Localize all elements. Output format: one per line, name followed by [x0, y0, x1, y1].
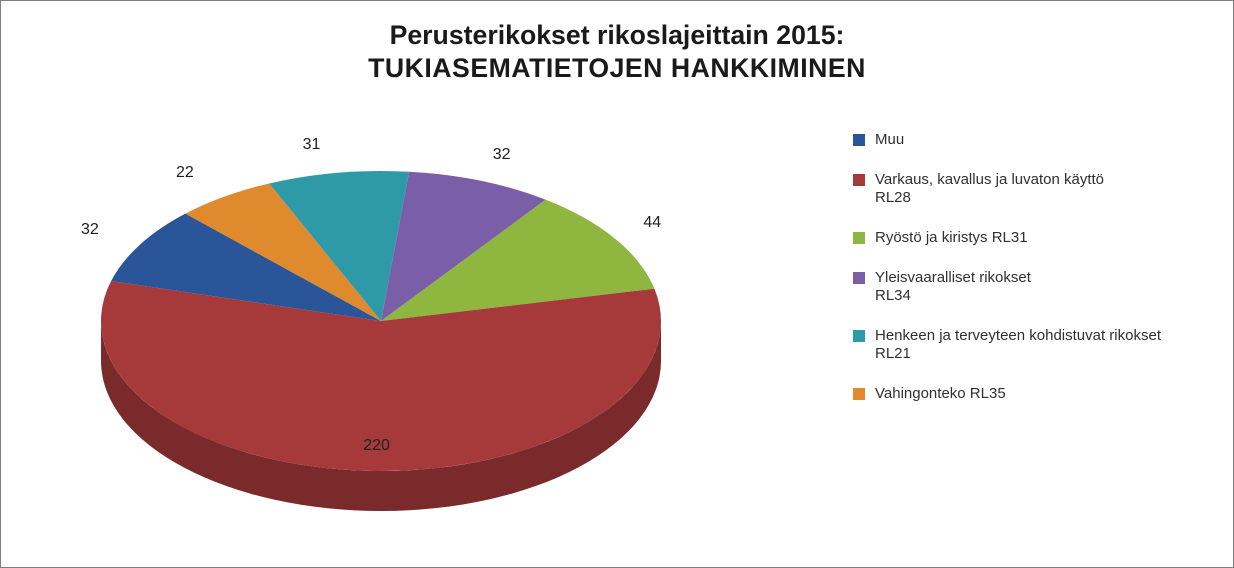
legend-swatch-muu: [853, 134, 865, 146]
legend-label-vahinko: Vahingonteko RL35: [875, 385, 1006, 403]
legend-label-henkeen: Henkeen ja terveyteen kohdistuvat rikoks…: [875, 327, 1161, 363]
data-label-yleis: 32: [493, 146, 511, 164]
data-label-henkeen: 31: [303, 136, 321, 154]
data-label-muu: 32: [81, 221, 99, 239]
pie-svg: [61, 121, 701, 521]
legend-item-muu: Muu: [853, 131, 1193, 149]
legend-item-yleis: Yleisvaaralliset rikoksetRL34: [853, 269, 1193, 305]
legend-swatch-ryosto: [853, 232, 865, 244]
chart-title-line1: Perusterikokset rikoslajeittain 2015:: [1, 19, 1233, 52]
legend-label-ryosto: Ryöstö ja kiristys RL31: [875, 229, 1028, 247]
pie-chart: 44 220 32 22 31 32: [61, 121, 701, 521]
data-label-varkaus: 220: [363, 437, 390, 455]
legend-label-yleis: Yleisvaaralliset rikoksetRL34: [875, 269, 1031, 305]
data-label-ryosto: 44: [643, 214, 661, 232]
legend-swatch-vahinko: [853, 388, 865, 400]
legend-item-varkaus: Varkaus, kavallus ja luvaton käyttöRL28: [853, 171, 1193, 207]
chart-frame: Perusterikokset rikoslajeittain 2015: TU…: [0, 0, 1234, 568]
chart-title: Perusterikokset rikoslajeittain 2015: TU…: [1, 19, 1233, 86]
legend-item-ryosto: Ryöstö ja kiristys RL31: [853, 229, 1193, 247]
legend-item-henkeen: Henkeen ja terveyteen kohdistuvat rikoks…: [853, 327, 1193, 363]
legend-item-vahinko: Vahingonteko RL35: [853, 385, 1193, 403]
legend-swatch-henkeen: [853, 330, 865, 342]
legend-swatch-yleis: [853, 272, 865, 284]
legend-label-muu: Muu: [875, 131, 904, 149]
chart-title-line2: TUKIASEMATIETOJEN HANKKIMINEN: [1, 52, 1233, 85]
legend-label-varkaus: Varkaus, kavallus ja luvaton käyttöRL28: [875, 171, 1104, 207]
legend-swatch-varkaus: [853, 174, 865, 186]
legend: Muu Varkaus, kavallus ja luvaton käyttöRL…: [853, 131, 1193, 425]
data-label-vahinko: 22: [176, 164, 194, 182]
